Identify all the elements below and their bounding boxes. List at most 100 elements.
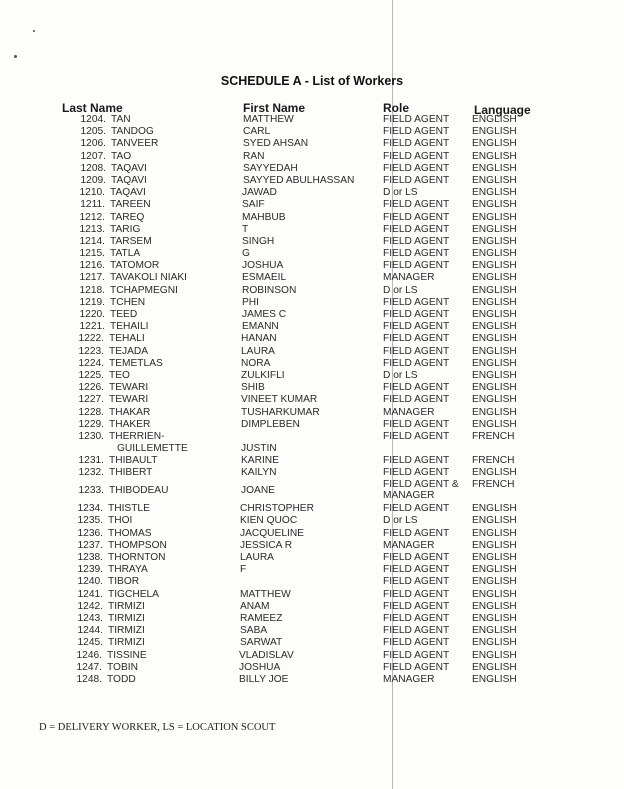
language: ENGLISH: [472, 625, 517, 637]
worker-number: 1247.: [76, 661, 103, 673]
first-name: NORA: [241, 357, 271, 369]
last-name: TIRMIZI: [108, 625, 145, 637]
role: FIELD AGENT: [383, 394, 450, 406]
worker-row: 1209. TAQAVI SAYYED ABULHASSAN FIELD AGENT E…: [0, 175, 624, 187]
worker-number: 1244.: [77, 625, 104, 637]
role-continued: MANAGER: [383, 490, 435, 502]
worker-row: 1244. TIRMIZI SABA FIELD AGENT ENGLISH: [0, 625, 624, 637]
language: ENGLISH: [472, 637, 517, 649]
last-name: TARSEM: [110, 235, 152, 247]
worker-row: 1235. THOI KIEN QUOC D or LS ENGLISH: [0, 515, 624, 527]
worker-number: 1204.: [80, 114, 107, 125]
worker-row: 1218. TCHAPMEGNI ROBINSON D or LS ENGLISH: [0, 285, 624, 297]
role: FIELD AGENT: [383, 564, 450, 576]
role: FIELD AGENT: [383, 162, 450, 174]
first-name: G: [242, 248, 250, 260]
first-name: EMANN: [242, 321, 279, 333]
worker-list: 1204. TAN MATTHEW FIELD AGENT ENGLISH 1205. TA…: [0, 114, 624, 686]
first-name: CHRISTOPHER: [240, 503, 314, 515]
first-name: SINGH: [242, 235, 275, 247]
role: D or LS: [383, 284, 418, 296]
role: D or LS: [383, 369, 418, 381]
worker-row: 1238. THORNTON LAURA FIELD AGENT ENGLISH: [0, 552, 624, 564]
first-name: KARINE: [241, 454, 279, 466]
role: FIELD AGENT: [383, 345, 450, 357]
last-name: TIRMIZI: [108, 637, 145, 649]
role: MANAGER: [383, 673, 435, 685]
language: ENGLISH: [472, 114, 517, 125]
worker-number: 1246.: [76, 649, 103, 661]
worker-number: 1239.: [77, 564, 104, 576]
worker-row: 1210. TAQAVI JAWAD D or LS ENGLISH: [0, 187, 624, 199]
scan-artifact-line: [392, 0, 393, 789]
first-name: CARL: [243, 126, 271, 138]
role: FIELD AGENT: [383, 625, 450, 637]
last-name: THOMPSON: [108, 539, 167, 551]
first-name: SARWAT: [240, 637, 283, 649]
role: FIELD AGENT: [383, 260, 450, 272]
last-name: TIGCHELA: [108, 588, 159, 600]
worker-row: 1217. TAVAKOLI NIAKI ESMAEIL MANAGER ENGLISH: [0, 272, 624, 284]
role: FIELD AGENT: [383, 235, 450, 247]
worker-row: 1204. TAN MATTHEW FIELD AGENT ENGLISH: [0, 114, 624, 126]
worker-row: 1212. TAREQ MAHBUB FIELD AGENT ENGLISH: [0, 212, 624, 224]
language: ENGLISH: [472, 235, 517, 247]
worker-row: 1213. TARIG T FIELD AGENT ENGLISH: [0, 224, 624, 236]
last-name: TANDOG: [111, 126, 154, 138]
worker-row: 1223. TEJADA LAURA FIELD AGENT ENGLISH: [0, 346, 624, 358]
last-name: TAN: [111, 114, 131, 125]
worker-row: 1208. TAQAVI SAYYEDAH FIELD AGENT ENGLISH: [0, 163, 624, 175]
worker-row: 1219. TCHEN PHI FIELD AGENT ENGLISH: [0, 297, 624, 309]
worker-row: 1247. TOBIN JOSHUA FIELD AGENT ENGLISH: [0, 662, 624, 674]
language: ENGLISH: [472, 552, 517, 563]
last-name: THAKER: [109, 418, 151, 430]
worker-number: 1232.: [78, 467, 105, 479]
role: FIELD AGENT: [383, 174, 450, 186]
role: FIELD AGENT: [383, 552, 450, 563]
last-name-continued: GUILLEMETTE: [117, 442, 188, 454]
document-title: SCHEDULE A - List of Workers: [220, 74, 404, 88]
first-name: ESMAEIL: [242, 272, 287, 284]
worker-number: 1221.: [79, 321, 106, 333]
worker-row: 1222. TEHALI HANAN FIELD AGENT ENGLISH: [0, 333, 624, 345]
language: ENGLISH: [472, 223, 517, 235]
language: ENGLISH: [472, 661, 517, 673]
role: FIELD AGENT: [383, 126, 450, 138]
role: FIELD AGENT: [383, 114, 450, 125]
language: ENGLISH: [472, 333, 517, 345]
worker-number: 1219.: [79, 296, 106, 308]
legend-footnote: D = DELIVERY WORKER, LS = LOCATION SCOUT: [39, 722, 276, 733]
language: ENGLISH: [472, 382, 517, 394]
last-name: TEO: [109, 369, 130, 381]
language: ENGLISH: [472, 248, 517, 260]
language: ENGLISH: [472, 467, 517, 479]
worker-row: 1225. TEO ZULKIFLI D or LS ENGLISH: [0, 370, 624, 382]
first-name: JOANE: [241, 485, 275, 497]
worker-number: 1209.: [80, 174, 107, 186]
language: ENGLISH: [472, 162, 517, 174]
worker-row: 1240. TIBOR FIELD AGENT ENGLISH: [0, 576, 624, 588]
first-name: TUSHARKUMAR: [241, 406, 320, 418]
language: ENGLISH: [472, 199, 517, 211]
last-name: THERRIEN-: [109, 430, 165, 442]
worker-number: 1243.: [77, 612, 104, 624]
first-name: RAMEEZ: [240, 612, 283, 624]
language: ENGLISH: [472, 418, 517, 430]
language: ENGLISH: [472, 187, 517, 199]
header-language: Language: [474, 103, 531, 117]
last-name: TAREEN: [110, 199, 151, 211]
first-name: LAURA: [240, 552, 274, 563]
worker-row: 1239. THRAYA F FIELD AGENT ENGLISH: [0, 564, 624, 576]
worker-number: 1230.: [78, 430, 105, 442]
first-name: ROBINSON: [242, 284, 297, 296]
last-name: TISSINE: [107, 649, 147, 661]
last-name: TIRMIZI: [108, 612, 145, 624]
worker-row: 1220. TEED JAMES C FIELD AGENT ENGLISH: [0, 309, 624, 321]
worker-row: 1216. TATOMOR JOSHUA FIELD AGENT ENGLISH: [0, 260, 624, 272]
language: ENGLISH: [472, 211, 517, 223]
last-name: TAQAVI: [110, 187, 146, 199]
last-name: THIBERT: [109, 467, 153, 479]
role: MANAGER: [383, 406, 435, 418]
last-name: TANVEER: [111, 138, 159, 150]
last-name: TCHAPMEGNI: [110, 284, 178, 296]
